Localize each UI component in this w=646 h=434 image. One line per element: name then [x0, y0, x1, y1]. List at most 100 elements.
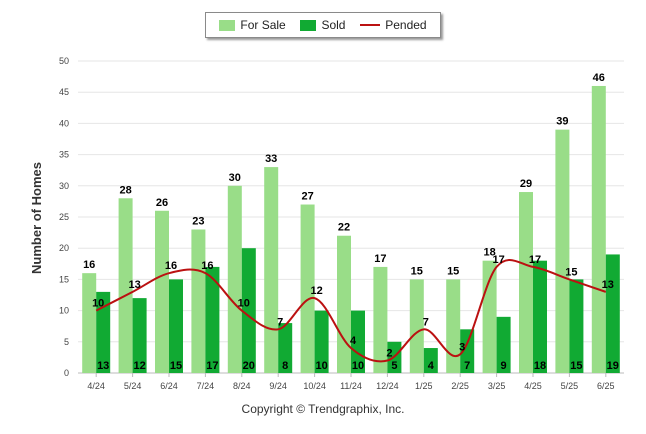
x-tick-label: 11/24 — [340, 381, 362, 391]
legend-label-sold: Sold — [321, 18, 346, 32]
sold-value-label: 5 — [391, 360, 397, 372]
sold-value-label: 20 — [243, 360, 255, 372]
sold-bar — [423, 348, 438, 373]
pended-value-label: 10 — [238, 298, 250, 310]
sold-value-label: 19 — [607, 360, 619, 372]
for-sale-bar — [118, 198, 133, 373]
pended-value-label: 16 — [201, 260, 213, 272]
for-sale-value-label: 22 — [338, 222, 350, 234]
for-sale-value-label: 27 — [301, 191, 313, 203]
for-sale-value-label: 23 — [192, 215, 204, 227]
sold-value-label: 12 — [133, 360, 145, 372]
pended-line — [95, 258, 607, 363]
legend-item-sold[interactable]: Sold — [300, 18, 345, 32]
x-tick-label: 4/25 — [524, 381, 542, 391]
for-sale-bar — [227, 185, 242, 373]
x-tick-label: 2/25 — [451, 381, 469, 391]
for-sale-bar — [519, 192, 533, 373]
x-tick-label: 1/25 — [415, 381, 433, 391]
sold-value-label: 18 — [534, 360, 546, 372]
y-tick-label: 50 — [59, 56, 69, 66]
y-tick-label: 10 — [59, 306, 69, 316]
y-tick-label: 45 — [59, 87, 69, 97]
pended-value-label: 15 — [565, 266, 577, 278]
sold-bar — [241, 248, 256, 373]
sold-value-label: 10 — [352, 360, 364, 372]
pended-value-label: 12 — [310, 285, 322, 297]
for-sale-value-label: 30 — [229, 172, 241, 184]
y-tick-label: 15 — [59, 274, 69, 284]
sold-swatch — [300, 19, 317, 31]
pended-value-label: 13 — [128, 279, 140, 291]
legend-item-for-sale[interactable]: For Sale — [219, 18, 286, 32]
pended-swatch — [360, 24, 381, 26]
y-axis: 0 5 10 15 20 25 30 35 40 45 50 — [59, 56, 69, 378]
for-sale-bar — [337, 235, 351, 373]
x-tick-label: 4/24 — [87, 381, 105, 391]
y-tick-label: 20 — [59, 243, 69, 253]
x-tick-label: 6/24 — [160, 381, 178, 391]
for-sale-value-label: 46 — [593, 72, 605, 84]
for-sale-value-label: 17 — [374, 253, 386, 265]
y-tick-label: 0 — [64, 368, 69, 378]
x-tick-label: 5/24 — [124, 381, 142, 391]
for-sale-value-label: 16 — [83, 259, 95, 271]
pended-value-label: 4 — [350, 335, 357, 347]
y-tick-label: 25 — [59, 212, 69, 222]
for-sale-bar — [82, 273, 97, 373]
sold-bar — [605, 254, 620, 373]
for-sale-bar — [591, 85, 606, 374]
pended-line-path — [95, 258, 607, 363]
y-tick-label: 30 — [59, 181, 69, 191]
x-tick-label: 3/25 — [488, 381, 506, 391]
pended-value-label: 3 — [459, 341, 465, 353]
pended-value-label: 17 — [529, 254, 541, 266]
x-axis: 4/24 5/24 6/24 7/24 8/24 9/24 10/24 11/24 12/24 1… — [87, 373, 615, 391]
sold-bar — [132, 298, 147, 373]
y-tick-label: 40 — [59, 118, 69, 128]
for-sale-bar — [373, 266, 388, 373]
sold-value-label: 15 — [570, 360, 582, 372]
data-labels: 1613281226152317302033827102210175154157… — [83, 72, 619, 372]
sold-bar — [278, 323, 293, 373]
pended-value-label: 2 — [386, 348, 392, 360]
bars — [82, 85, 620, 374]
for-sale-bar — [446, 279, 461, 373]
x-tick-label: 12/24 — [376, 381, 399, 391]
for-sale-bar — [300, 204, 315, 373]
pended-value-label: 13 — [602, 279, 614, 291]
pended-value-label: 16 — [165, 260, 177, 272]
for-sale-bar — [409, 279, 424, 373]
legend-label-pended: Pended — [385, 18, 427, 32]
sold-bar — [205, 266, 220, 373]
pended-value-label: 17 — [492, 254, 504, 266]
for-sale-swatch — [219, 19, 236, 31]
sold-value-label: 7 — [464, 360, 470, 372]
sold-bar — [569, 279, 584, 373]
for-sale-value-label: 15 — [447, 265, 459, 277]
x-tick-label: 7/24 — [197, 381, 215, 391]
sold-bar — [351, 310, 365, 373]
sold-value-label: 8 — [282, 360, 288, 372]
x-tick-label: 5/25 — [561, 381, 579, 391]
pended-value-label: 10 — [92, 298, 104, 310]
for-sale-bar — [264, 167, 279, 373]
for-sale-value-label: 29 — [520, 178, 532, 190]
sold-value-label: 17 — [206, 360, 218, 372]
for-sale-bar — [482, 260, 497, 373]
pended-value-label: 7 — [277, 316, 283, 328]
sold-bar — [533, 260, 547, 373]
copyright-text: Copyright © Trendgraphix, Inc. — [241, 402, 405, 416]
sold-bar — [496, 316, 511, 373]
sold-value-label: 15 — [170, 360, 182, 372]
legend-label-for-sale: For Sale — [240, 18, 286, 32]
for-sale-value-label: 33 — [265, 153, 277, 165]
for-sale-bar — [191, 229, 206, 373]
for-sale-value-label: 28 — [119, 184, 131, 196]
pended-value-label: 7 — [423, 316, 429, 328]
sold-bar — [169, 279, 183, 373]
legend-item-pended[interactable]: Pended — [360, 18, 427, 32]
for-sale-bar — [555, 129, 570, 373]
y-tick-label: 35 — [59, 150, 69, 160]
